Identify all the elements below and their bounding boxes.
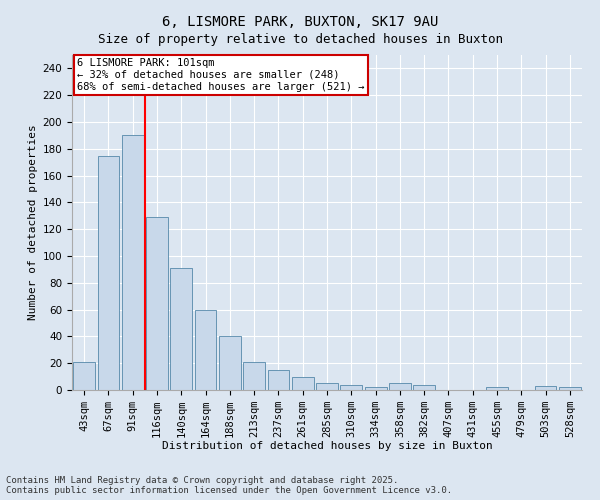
Bar [365, 388, 386, 390]
Bar [122, 136, 143, 390]
Bar [559, 388, 581, 390]
Text: Size of property relative to detached houses in Buxton: Size of property relative to detached ho… [97, 32, 503, 46]
Bar [292, 376, 314, 390]
Bar [97, 156, 119, 390]
Bar [268, 370, 289, 390]
Bar [219, 336, 241, 390]
Bar [170, 268, 192, 390]
Text: 6, LISMORE PARK, BUXTON, SK17 9AU: 6, LISMORE PARK, BUXTON, SK17 9AU [162, 15, 438, 29]
Bar [73, 362, 95, 390]
Text: 6 LISMORE PARK: 101sqm
← 32% of detached houses are smaller (248)
68% of semi-de: 6 LISMORE PARK: 101sqm ← 32% of detached… [77, 58, 365, 92]
Bar [413, 384, 435, 390]
Bar [243, 362, 265, 390]
Bar [389, 384, 411, 390]
Bar [340, 384, 362, 390]
Text: Contains HM Land Registry data © Crown copyright and database right 2025.
Contai: Contains HM Land Registry data © Crown c… [6, 476, 452, 495]
Y-axis label: Number of detached properties: Number of detached properties [28, 124, 38, 320]
Bar [316, 384, 338, 390]
X-axis label: Distribution of detached houses by size in Buxton: Distribution of detached houses by size … [161, 442, 493, 452]
Bar [486, 388, 508, 390]
Bar [194, 310, 217, 390]
Bar [146, 217, 168, 390]
Bar [535, 386, 556, 390]
